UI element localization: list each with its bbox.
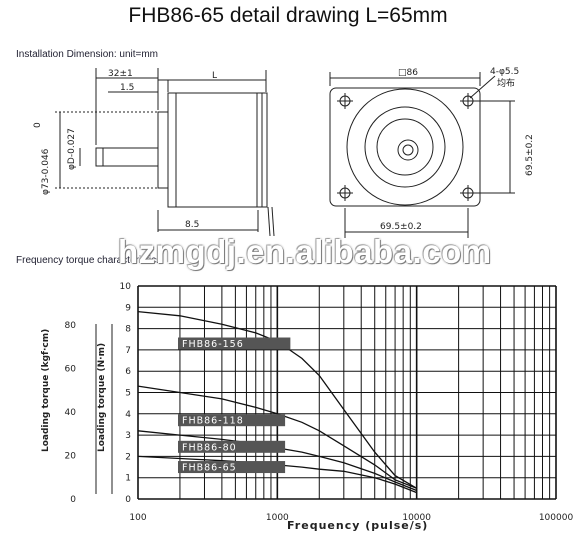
front-view <box>329 72 515 238</box>
mid-tick-label: 8 <box>125 325 131 335</box>
left-axis-label: Loading torque (kgf·cm) <box>41 329 51 452</box>
series-label-box <box>178 414 286 427</box>
chart-series-labels: FHB86-156 FHB86-118 FHB86-80 FHB86-65 <box>178 337 291 474</box>
mid-tick-label: 2 <box>125 452 131 462</box>
series-label-box <box>178 337 291 350</box>
mid-axis-label: Loading torque (N·m) <box>97 343 107 452</box>
mid-tick-label: 4 <box>125 410 131 420</box>
mid-tick-label: 5 <box>125 389 131 399</box>
dim-holes-note: 均布 <box>497 77 515 89</box>
watermark: hzmgdj.en.alibaba.com <box>118 233 492 270</box>
series-line <box>137 455 417 494</box>
series-label-box <box>178 440 286 453</box>
series-line <box>137 430 417 492</box>
x-tick-label: 1000 <box>266 513 289 523</box>
page-title: FHB86-65 detail drawing L=65mm <box>128 4 448 27</box>
dim-bottom: 69.5±0.2 <box>380 222 422 232</box>
mid-tick-label: 1 <box>125 474 131 484</box>
mid-tick-label: 6 <box>125 367 131 377</box>
dim-flange-zero: 0 <box>33 122 43 128</box>
left-tick-label: 40 <box>65 408 77 418</box>
series-label: FHB86-118 <box>182 416 244 427</box>
dim-1-5: 1.5 <box>120 83 134 93</box>
series-label: FHB86-156 <box>182 339 244 350</box>
dim-right: 69.5±0.2 <box>525 134 535 176</box>
x-tick-label: 10000 <box>402 513 431 523</box>
dim-flange: φ73-0.046 <box>41 148 51 195</box>
x-tick-label: 100 <box>129 513 146 523</box>
dim-shaft: φD-0.027 <box>67 128 77 170</box>
left-tick-label: 20 <box>65 452 77 462</box>
x-tick-label: 100000 <box>539 513 574 523</box>
mid-tick-label: 7 <box>125 346 131 356</box>
series-label-box <box>178 461 286 474</box>
series-line <box>137 385 417 489</box>
dim-L: L <box>212 71 217 81</box>
installation-label: Installation Dimension: unit=mm <box>16 49 159 60</box>
dimension-drawing: 32±1 1.5 L 8.5 φ73-0.046 0 φD-0.027 <box>33 67 535 238</box>
dim-holes: 4-φ5.5 <box>490 67 519 77</box>
frequency-label: Frequency torque characteristics <box>16 255 162 266</box>
left-tick-label: 0 <box>70 495 76 505</box>
dim-square: □86 <box>398 68 418 78</box>
mid-tick-label: 10 <box>120 282 132 292</box>
mid-tick-label: 9 <box>125 303 131 313</box>
series-line <box>137 310 418 489</box>
series-label: FHB86-80 <box>182 442 237 453</box>
x-axis-label: Frequency (pulse/s) <box>287 519 428 532</box>
chart-curves <box>137 310 418 494</box>
side-view <box>55 68 275 237</box>
left-tick-label: 80 <box>65 321 77 331</box>
dim-32: 32±1 <box>108 69 133 79</box>
left-tick-label: 60 <box>65 365 77 375</box>
series-label: FHB86-65 <box>182 463 237 474</box>
dim-8-5: 8.5 <box>185 220 199 230</box>
mid-tick-label: 3 <box>125 431 131 441</box>
mid-tick-label: 0 <box>125 495 131 505</box>
